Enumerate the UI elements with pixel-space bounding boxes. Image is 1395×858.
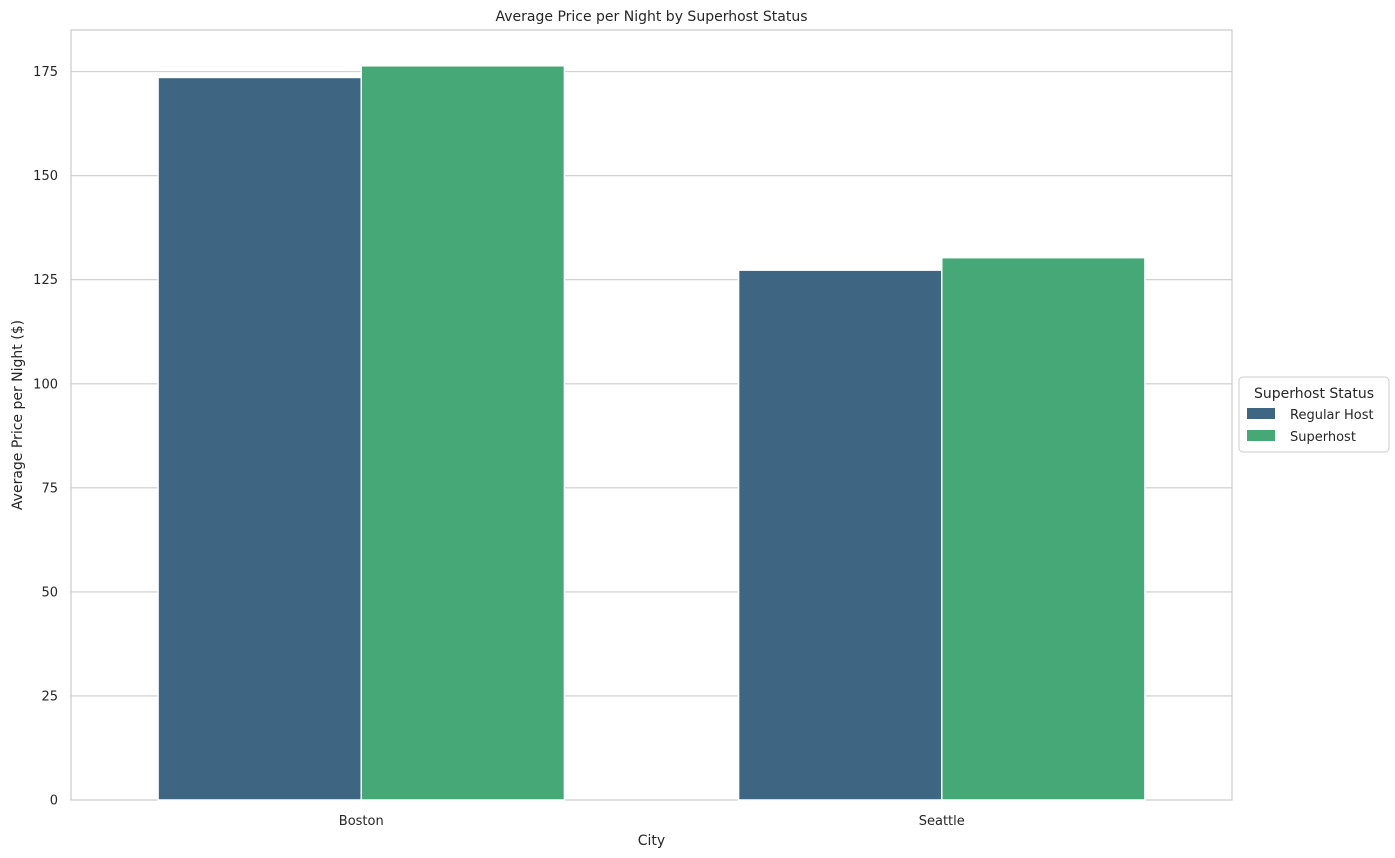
y-tick-label: 150 — [33, 169, 58, 184]
y-axis-label: Average Price per Night ($) — [10, 320, 26, 510]
plot-frame — [70, 29, 1233, 801]
y-tick-labels: 0 25 50 75 100 125 150 175 — [33, 65, 58, 808]
y-tick-label: 25 — [41, 689, 58, 704]
legend-title: Superhost Status — [1254, 386, 1374, 402]
y-tick-label: 125 — [33, 273, 58, 288]
legend-swatch-superhost — [1247, 430, 1275, 441]
chart-title: Average Price per Night by Superhost Sta… — [496, 9, 808, 25]
bar-boston-regular-host — [157, 76, 362, 801]
legend-label-superhost: Superhost — [1290, 430, 1356, 445]
bar-seattle-regular-host — [737, 269, 943, 801]
bar-seattle-superhost — [941, 256, 1146, 801]
y-tick-label: 100 — [33, 377, 58, 392]
bar-boston-superhost — [360, 65, 566, 801]
bars-layer — [157, 65, 1146, 801]
x-axis-label: City — [638, 833, 665, 849]
y-tick-label: 175 — [33, 65, 58, 80]
y-tick-label: 50 — [41, 585, 58, 600]
y-tick-label: 75 — [41, 481, 58, 496]
y-tick-label: 0 — [50, 794, 58, 809]
x-tick-label-seattle: Seattle — [919, 814, 965, 829]
legend-box — [1238, 376, 1390, 453]
legend-swatch-regular-host — [1247, 408, 1275, 419]
legend: Superhost Status Regular Host Superhost — [1238, 376, 1390, 453]
x-tick-label-boston: Boston — [339, 814, 384, 829]
legend-label-regular-host: Regular Host — [1290, 408, 1374, 423]
x-tick-labels: Boston Seattle — [339, 814, 965, 829]
